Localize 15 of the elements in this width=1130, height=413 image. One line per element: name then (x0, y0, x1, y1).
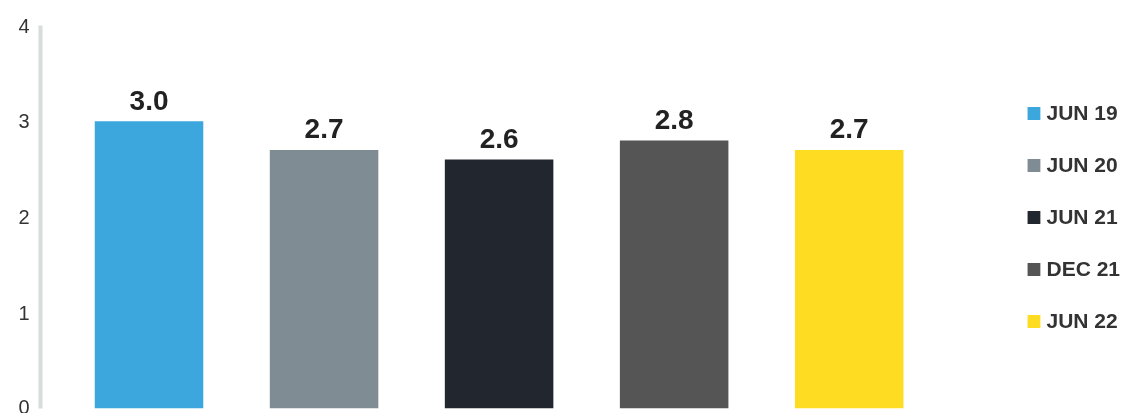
y-tick-label: 2 (18, 206, 30, 228)
y-tick-label: 0 (18, 395, 30, 413)
legend-label: JUN 21 (1046, 204, 1118, 229)
data-label: 2.6 (479, 123, 519, 155)
data-label: 2.7 (829, 113, 869, 145)
data-label: 2.8 (654, 103, 694, 135)
y-tick-label: 4 (18, 14, 30, 37)
legend-label: DEC 21 (1046, 256, 1120, 281)
data-label: 3.0 (129, 84, 169, 116)
legend-label: JUN 19 (1046, 100, 1118, 125)
legend-label: JUN 22 (1046, 308, 1118, 333)
legend-label: JUN 20 (1046, 152, 1118, 177)
y-tick-label: 1 (18, 301, 30, 324)
y-tick-label: 3 (18, 110, 30, 133)
data-label: 2.7 (304, 113, 344, 145)
